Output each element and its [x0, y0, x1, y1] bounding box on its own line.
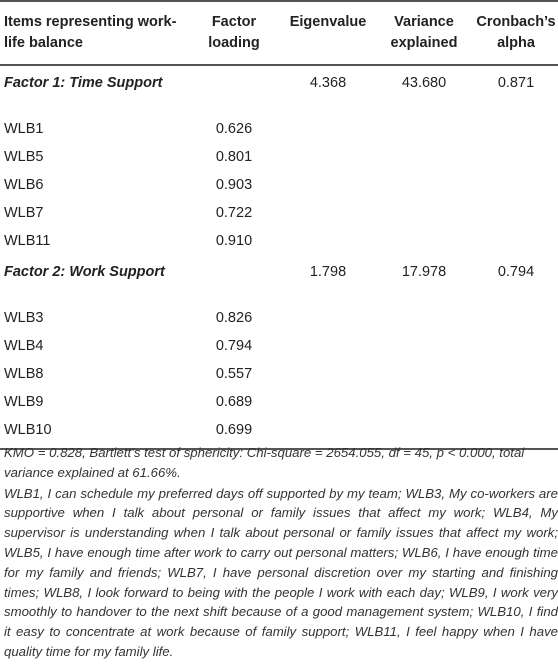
item-label: WLB3 — [4, 310, 44, 326]
table-row: WLB1 0.626 — [0, 115, 558, 143]
table-row: WLB9 0.689 — [0, 388, 558, 416]
header-variance: Variance explained — [374, 0, 470, 66]
kmo-note: KMO = 0.828, Bartlett’s test of spherici… — [4, 445, 525, 480]
table-row: WLB4 0.794 — [0, 332, 558, 360]
item-label: WLB5 — [4, 149, 44, 165]
factor-loading-empty — [186, 65, 278, 115]
item-loading: 0.801 — [215, 149, 253, 165]
factor-eigenvalue: 4.368 — [309, 75, 347, 91]
item-loading: 0.626 — [215, 121, 253, 137]
item-label: WLB4 — [4, 338, 44, 354]
factor-loading-empty — [186, 255, 278, 304]
header-row: Items representing work-life balance Fac… — [0, 0, 558, 66]
header-loading: Factor loading — [186, 0, 278, 66]
factor-analysis-table: Items representing work-life balance Fac… — [0, 0, 558, 450]
item-loading: 0.722 — [215, 205, 253, 221]
item-loading: 0.557 — [215, 366, 253, 382]
header-items: Items representing work-life balance — [0, 0, 186, 66]
table-row: WLB11 0.910 — [0, 227, 558, 255]
factor-label: Factor 2: Work Support — [4, 264, 165, 280]
item-loading: 0.826 — [215, 310, 253, 326]
item-label: WLB9 — [4, 394, 44, 410]
factor-variance: 17.978 — [401, 264, 447, 280]
item-loading: 0.689 — [215, 394, 253, 410]
item-loading: 0.903 — [215, 177, 253, 193]
item-label: WLB10 — [0, 416, 186, 450]
factor-row: Factor 2: Work Support 1.798 17.978 0.79… — [0, 255, 558, 304]
item-loading: 0.699 — [186, 416, 278, 450]
table-row: WLB7 0.722 — [0, 199, 558, 227]
table-footnotes: KMO = 0.828, Bartlett’s test of spherici… — [0, 439, 558, 662]
table-row: WLB5 0.801 — [0, 143, 558, 171]
factor-row: Factor 1: Time Support 4.368 43.680 0.87… — [0, 65, 558, 115]
factor-alpha: 0.794 — [497, 264, 535, 280]
item-loading: 0.910 — [215, 233, 253, 249]
item-label: WLB1 — [4, 121, 44, 137]
item-label: WLB8 — [4, 366, 44, 382]
table-row: WLB6 0.903 — [0, 171, 558, 199]
items-note: WLB1, I can schedule my preferred days o… — [4, 485, 558, 659]
item-loading: 0.794 — [215, 338, 253, 354]
item-label: WLB6 — [4, 177, 44, 193]
header-eigenvalue: Eigenvalue — [278, 0, 374, 66]
header-alpha: Cronbach’s alpha — [470, 0, 558, 66]
table-row: WLB3 0.826 — [0, 304, 558, 332]
factor-alpha: 0.871 — [497, 75, 535, 91]
factor-label: Factor 1: Time Support — [4, 75, 163, 91]
factor-eigenvalue: 1.798 — [309, 264, 347, 280]
item-label: WLB11 — [4, 233, 51, 249]
item-label: WLB7 — [4, 205, 44, 221]
factor-variance: 43.680 — [401, 75, 447, 91]
table-row: WLB10 0.699 — [0, 416, 558, 450]
table-row: WLB8 0.557 — [0, 360, 558, 388]
